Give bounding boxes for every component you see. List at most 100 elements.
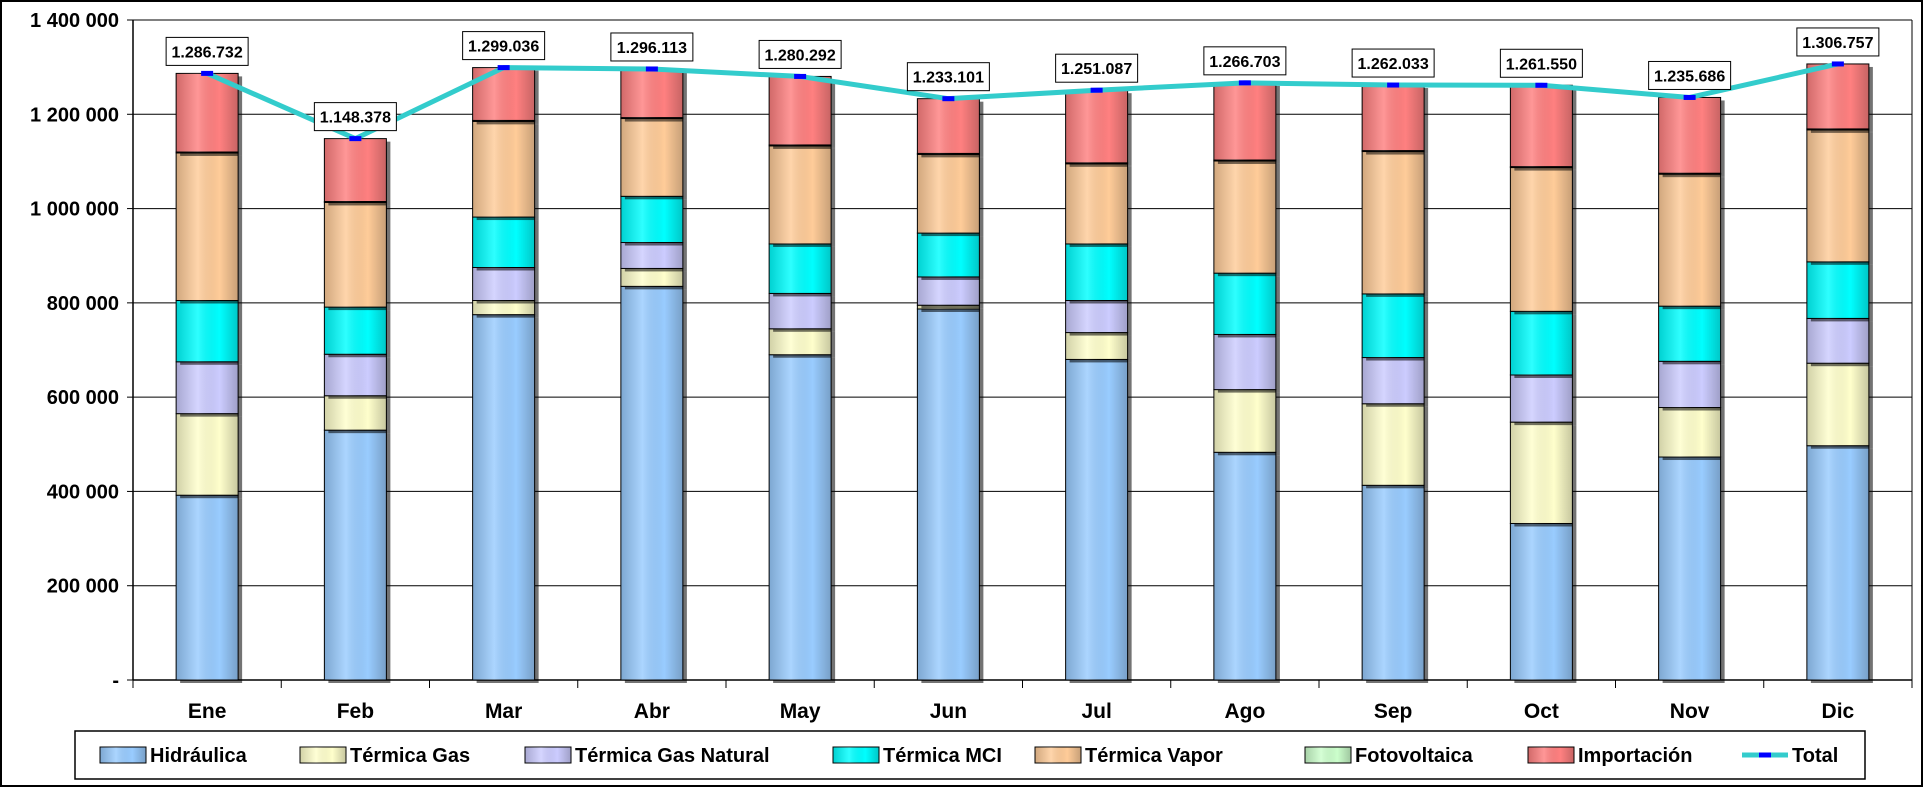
- legend: Hidráulica Térmica Gas Térmica Gas Natural…: [74, 730, 1866, 780]
- bar-shading: [1213, 160, 1276, 274]
- bar-shading: [1806, 261, 1869, 319]
- x-tick-label-nov: Nov: [1670, 700, 1710, 723]
- legend-item-termica-vapor: Térmica Vapor: [1034, 745, 1223, 767]
- x-tick-label-ago: Ago: [1224, 700, 1265, 723]
- bar-stack-ago: [1213, 82, 1280, 683]
- legend-swatch-shade: [1035, 747, 1081, 763]
- bar-stack-dic: [1806, 63, 1873, 683]
- bar-shadow: [921, 308, 984, 312]
- x-tick-label-may: May: [780, 700, 821, 723]
- x-axis-ticks: Ene Feb Mar Abr May Jun Jul Ago Sep Oct Nov Dic: [132, 680, 1913, 723]
- bar-shading: [1213, 389, 1276, 453]
- total-data-label-abr: 1.296.113: [617, 40, 687, 57]
- total-data-label-mar: 1.299.036: [468, 39, 539, 56]
- total-label-box: [462, 31, 546, 61]
- bar-shading: [1806, 318, 1869, 364]
- total-label-box: [1055, 53, 1139, 83]
- total-line-layer: 1.286.732 1.148.378 1.299.036 1.296.113 1.28…: [165, 27, 1880, 142]
- bar-shading: [472, 314, 535, 680]
- bar-shading: [324, 138, 387, 202]
- total-label-box: [906, 62, 990, 92]
- legend-swatch-shade: [1305, 747, 1351, 763]
- bar-shading: [620, 242, 683, 269]
- total-point-feb: [349, 136, 362, 142]
- legend-swatch-shade: [833, 747, 879, 763]
- bar-shading: [769, 76, 832, 145]
- total-point-abr: [645, 66, 658, 72]
- legend-swatch-shade: [300, 747, 346, 763]
- bar-shading: [1658, 97, 1721, 174]
- bar-stack-nov: [1658, 96, 1725, 683]
- bar-shading: [1213, 273, 1276, 335]
- bar-stack-oct: [1509, 84, 1577, 683]
- bar-shading: [472, 267, 535, 301]
- legend-label-termica-gas-natural: Térmica Gas Natural: [575, 745, 770, 767]
- bar-shading: [1213, 452, 1276, 680]
- bar-shading: [620, 268, 683, 287]
- legend-item-importacion: Importación: [1527, 745, 1692, 767]
- bar-shading: [472, 217, 535, 268]
- bar-shading: [176, 413, 239, 496]
- legend-label-termica-vapor: Térmica Vapor: [1085, 745, 1223, 767]
- bar-stack-feb: [323, 138, 391, 683]
- legend-swatch-shade: [100, 747, 146, 763]
- bar-shading: [1510, 422, 1573, 524]
- bar-shading: [324, 354, 387, 396]
- legend-label-hidraulica: Hidráulica: [150, 745, 248, 767]
- bar-shadow: [921, 156, 984, 158]
- bar-shading: [917, 98, 980, 154]
- bar-shading: [620, 118, 683, 197]
- bar-shading: [324, 395, 387, 431]
- total-point-nov: [1683, 94, 1696, 100]
- bar-shading: [1806, 63, 1869, 129]
- total-data-label-ene: 1.286.732: [172, 44, 243, 61]
- bar-shading: [1362, 485, 1425, 680]
- bar-shading: [1658, 407, 1721, 458]
- bar-stack-mar: [472, 67, 539, 683]
- total-point-ene: [201, 70, 214, 76]
- bar-shading: [769, 293, 832, 329]
- legend-item-hidraulica: Hidráulica: [99, 745, 248, 767]
- total-label-box: [1351, 48, 1435, 78]
- bar-stack-abr: [620, 68, 687, 683]
- legend-item-fotovoltaica: Fotovoltaica: [1304, 745, 1474, 767]
- total-data-label-ago: 1.266.703: [1209, 54, 1280, 71]
- bar-shading: [769, 243, 832, 294]
- total-point-may: [794, 73, 807, 79]
- bar-shading: [1658, 174, 1721, 307]
- bar-stack-ene: [175, 72, 243, 683]
- bar-stack-may: [768, 75, 836, 683]
- legend-swatch-shade: [1528, 747, 1574, 763]
- total-label-box: [1203, 46, 1287, 76]
- total-data-label-sep: 1.262.033: [1358, 56, 1429, 73]
- bar-shading: [176, 495, 239, 680]
- bar-shading: [1065, 300, 1128, 333]
- bar-shading: [1658, 361, 1721, 408]
- legend-item-total: Total: [1742, 745, 1838, 767]
- legend-label-total: Total: [1792, 745, 1838, 767]
- bar-shading: [324, 430, 387, 680]
- total-label-box: [1796, 27, 1880, 57]
- bar-shadow: [476, 123, 539, 125]
- total-label-box: [1499, 48, 1583, 78]
- bar-shading: [1065, 243, 1128, 301]
- bar-shading: [1362, 151, 1425, 294]
- bar-shading: [472, 300, 535, 315]
- y-tick-label: 1 200 000: [30, 104, 119, 126]
- x-tick-label-sep: Sep: [1374, 700, 1413, 723]
- y-tick-label: 800 000: [47, 293, 119, 315]
- bars: [175, 63, 1873, 683]
- y-tick-label: 1 000 000: [30, 199, 119, 221]
- bar-shading: [769, 354, 832, 680]
- legend-label-termica-gas: Térmica Gas: [350, 745, 470, 767]
- bar-shadow: [328, 204, 391, 206]
- bar-shadow: [1662, 176, 1725, 178]
- bar-shading: [1065, 359, 1128, 680]
- bar-shading: [1510, 85, 1573, 167]
- x-tick-label-jul: Jul: [1081, 700, 1111, 723]
- legend-item-termica-gas-natural: Térmica Gas Natural: [524, 745, 770, 767]
- total-label-box: [313, 102, 397, 132]
- bar-shadow: [1366, 153, 1429, 155]
- bar-shading: [1510, 311, 1573, 375]
